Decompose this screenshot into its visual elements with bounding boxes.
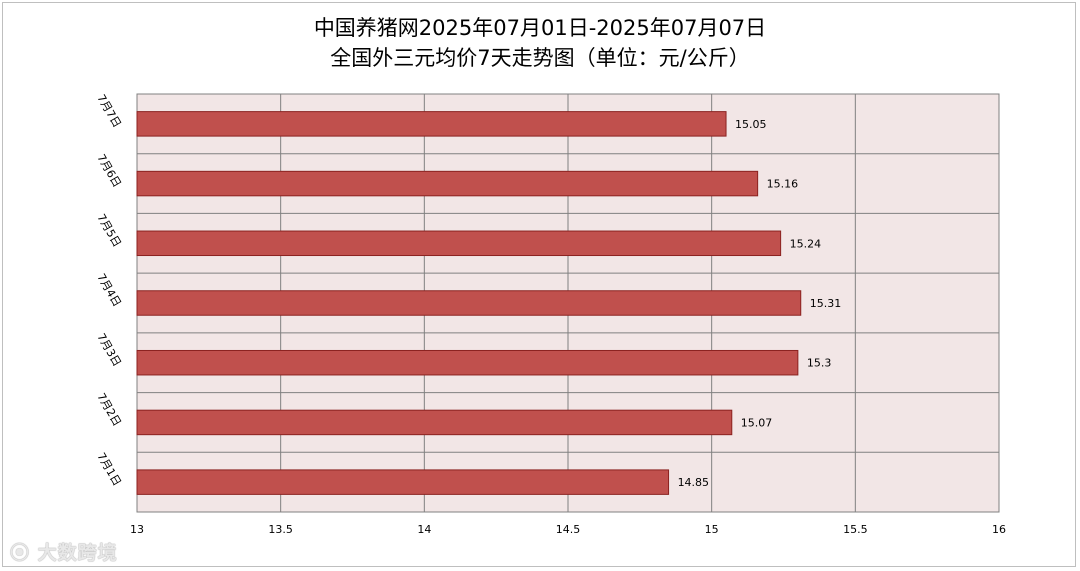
x-tick-label: 15 xyxy=(705,523,719,536)
category-label: 7月4日 xyxy=(94,271,123,309)
watermark-text: 大数跨境 xyxy=(37,542,118,564)
data-label: 15.16 xyxy=(767,178,799,191)
x-tick-label: 15.5 xyxy=(843,523,868,536)
data-label: 15.31 xyxy=(810,297,842,310)
watermark: ⦿ 大数跨境 xyxy=(10,538,118,565)
category-label: 7月2日 xyxy=(94,391,123,429)
data-label: 15.3 xyxy=(807,357,832,370)
bar xyxy=(136,409,733,436)
data-label: 15.05 xyxy=(735,118,767,131)
bar xyxy=(136,170,759,197)
category-label: 7月7日 xyxy=(94,92,123,130)
bar xyxy=(136,111,727,137)
x-tick-label: 13 xyxy=(130,523,144,536)
data-label: 15.07 xyxy=(741,416,773,429)
data-label: 15.24 xyxy=(790,237,822,250)
x-tick-label: 14 xyxy=(417,523,431,536)
bar xyxy=(136,349,799,376)
chart-subtitle: 全国外三元均价7天走势图（单位：元/公斤） xyxy=(330,46,750,70)
category-label: 7月5日 xyxy=(94,212,123,250)
x-tick-label: 14.5 xyxy=(556,523,581,536)
owl-logo-icon: ⦿ xyxy=(10,542,31,564)
category-label: 7月1日 xyxy=(94,451,123,489)
category-label: 7月6日 xyxy=(94,152,123,190)
bar xyxy=(136,230,782,257)
bar xyxy=(136,469,670,495)
bar xyxy=(136,290,802,316)
chart-title: 中国养猪网2025年07月01日-2025年07月07日 xyxy=(313,16,767,40)
x-tick-label: 16 xyxy=(992,523,1006,536)
category-label: 7月3日 xyxy=(94,331,123,369)
x-tick-label: 13.5 xyxy=(268,523,293,536)
data-label: 14.85 xyxy=(678,476,710,489)
